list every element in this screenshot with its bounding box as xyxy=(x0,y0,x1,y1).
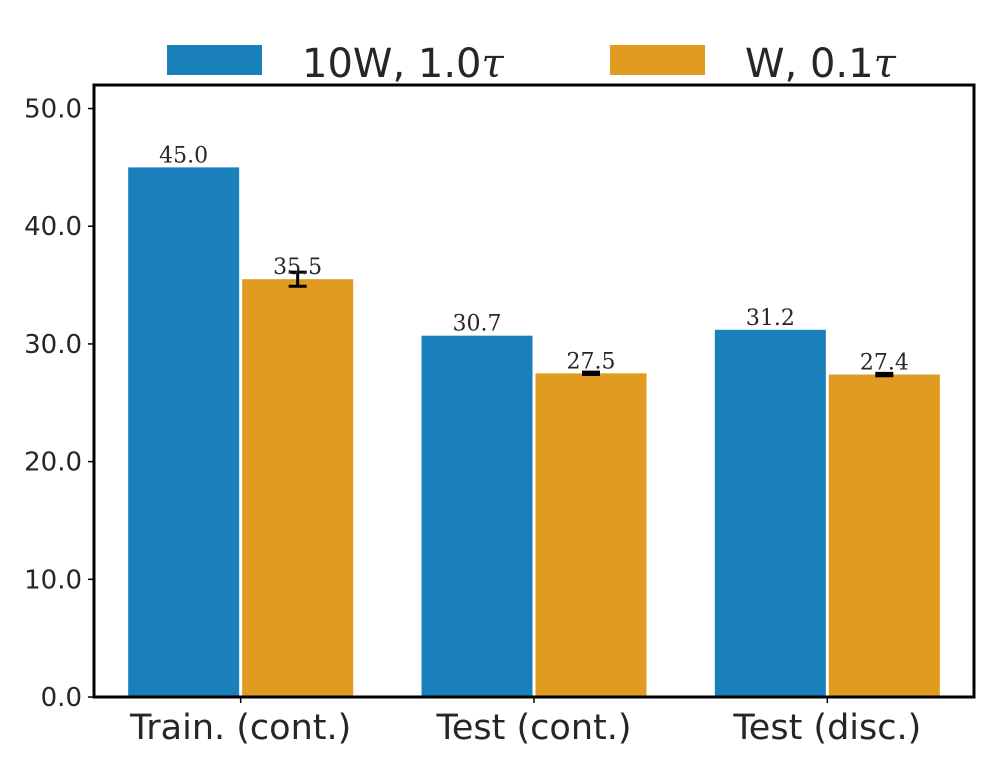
bar xyxy=(828,374,940,697)
bars-layer xyxy=(128,167,940,697)
legend-label: W, 0.1τ xyxy=(745,41,897,87)
legend-label-symbol: τ xyxy=(482,41,505,87)
y-tick-label: 20.0 xyxy=(24,448,82,478)
legend-swatch xyxy=(610,45,705,75)
legend-label-text: 10W, 1.0 xyxy=(302,41,482,87)
legend-label: 10W, 1.0τ xyxy=(302,41,505,87)
x-axis: Train. (cont.) Test (cont.) Test (disc.) xyxy=(129,697,921,748)
legend-label-symbol: τ xyxy=(874,41,897,87)
x-tick-label: Test (cont.) xyxy=(435,708,631,748)
error-bars-layer xyxy=(288,270,894,378)
y-tick-label: 30.0 xyxy=(24,330,82,360)
bar xyxy=(421,335,533,697)
y-tick-label: 10.0 xyxy=(24,565,82,595)
y-axis: 0.0 10.0 20.0 30.0 40.0 50.0 xyxy=(24,95,94,713)
bar xyxy=(128,167,240,697)
y-tick-label: 0.0 xyxy=(41,683,82,713)
bar xyxy=(714,329,826,697)
y-tick-label: 50.0 xyxy=(24,95,82,125)
data-label: 45.0 xyxy=(159,143,208,168)
data-label: 31.2 xyxy=(746,306,795,331)
x-tick-label: Train. (cont.) xyxy=(129,708,351,748)
bar xyxy=(535,373,647,697)
bar xyxy=(242,279,354,697)
x-tick-label: Test (disc.) xyxy=(732,708,921,748)
data-labels-layer: 45.0 35.5 30.7 27.5 31.2 27.4 xyxy=(159,143,909,375)
legend-label-text: W, 0.1 xyxy=(745,41,874,87)
legend: 10W, 1.0τ W, 0.1τ xyxy=(167,41,897,87)
data-label: 27.4 xyxy=(860,351,909,376)
legend-swatch xyxy=(167,45,262,75)
data-label: 27.5 xyxy=(567,349,616,374)
data-label: 30.7 xyxy=(453,312,502,337)
y-tick-label: 40.0 xyxy=(24,212,82,242)
data-label: 35.5 xyxy=(273,255,322,280)
